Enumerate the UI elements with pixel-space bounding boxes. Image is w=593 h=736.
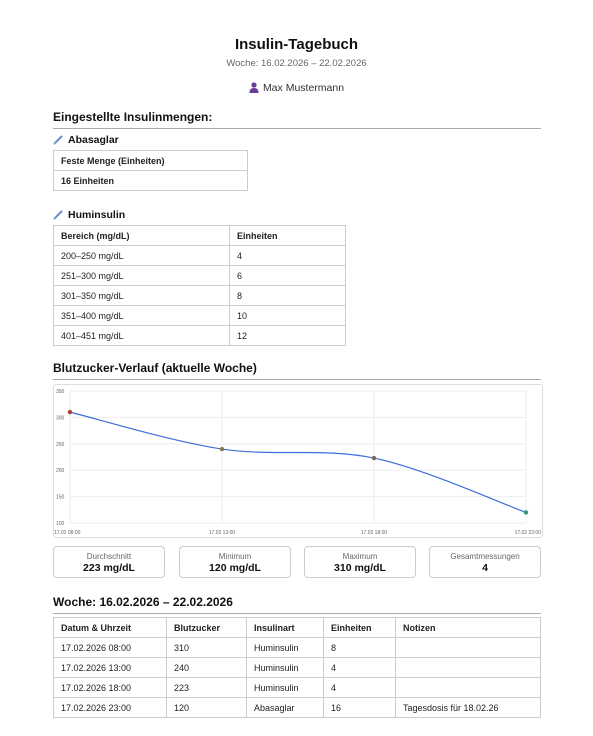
glucose-cell: 240 bbox=[166, 657, 247, 678]
units-cell: 12 bbox=[229, 325, 346, 346]
data-point bbox=[219, 446, 225, 452]
table-row: 17.02.2026 23:00 120 Abasaglar 16 Tagesd… bbox=[53, 697, 541, 718]
table-row: 200–250 mg/dL 4 bbox=[53, 245, 346, 266]
range-cell: 251–300 mg/dL bbox=[53, 265, 230, 286]
stat-card-maximum: Maximum 310 mg/dL bbox=[304, 546, 416, 578]
series-line bbox=[69, 411, 527, 514]
table-row: Feste Menge (Einheiten) bbox=[53, 150, 248, 171]
column-header: Einheiten bbox=[229, 225, 346, 246]
user-line: Max Mustermann bbox=[0, 82, 593, 94]
insulin-type-cell: Abasaglar bbox=[246, 697, 324, 718]
range-cell: 301–350 mg/dL bbox=[53, 285, 230, 306]
abasaglar-header: Feste Menge (Einheiten) bbox=[53, 150, 248, 171]
column-header: Einheiten bbox=[323, 617, 396, 638]
syringe-icon bbox=[53, 210, 63, 220]
syringe-icon bbox=[53, 135, 63, 145]
units-cell: 6 bbox=[229, 265, 346, 286]
units-cell: 16 bbox=[323, 697, 396, 718]
y-tick-label: 250 bbox=[56, 442, 65, 448]
x-tick-label: 17.02 13:00 bbox=[209, 530, 236, 536]
entries-table: Datum & Uhrzeit Blutzucker Insulinart Ei… bbox=[53, 617, 541, 718]
entries-heading: Woche: 16.02.2026 – 22.02.2026 bbox=[53, 595, 541, 614]
insulin-type-cell: Huminsulin bbox=[246, 657, 324, 678]
abasaglar-name: Abasaglar bbox=[68, 134, 119, 146]
range-cell: 351–400 mg/dL bbox=[53, 305, 230, 326]
stat-card-minimum: Minimum 120 mg/dL bbox=[179, 546, 291, 578]
datetime-cell: 17.02.2026 13:00 bbox=[53, 657, 167, 678]
stat-value: 120 mg/dL bbox=[209, 562, 261, 574]
y-tick-label: 100 bbox=[56, 521, 65, 527]
range-cell: 200–250 mg/dL bbox=[53, 245, 230, 266]
column-header: Bereich (mg/dL) bbox=[53, 225, 230, 246]
range-cell: 401–451 mg/dL bbox=[53, 325, 230, 346]
table-row: 17.02.2026 13:00 240 Huminsulin 4 bbox=[53, 657, 541, 678]
stat-label: Minimum bbox=[218, 552, 252, 561]
stat-label: Maximum bbox=[342, 552, 378, 561]
glucose-cell: 310 bbox=[166, 637, 247, 658]
glucose-cell: 120 bbox=[166, 697, 247, 718]
table-header-row: Bereich (mg/dL) Einheiten bbox=[53, 225, 346, 246]
column-header: Datum & Uhrzeit bbox=[53, 617, 167, 638]
abasaglar-table: Feste Menge (Einheiten) 16 Einheiten bbox=[53, 150, 248, 191]
notes-cell: Tagesdosis für 18.02.26 bbox=[395, 697, 541, 718]
stat-value: 223 mg/dL bbox=[83, 562, 135, 574]
data-point bbox=[523, 510, 529, 515]
week-range: Woche: 16.02.2026 – 22.02.2026 bbox=[226, 58, 367, 69]
table-row: 17.02.2026 18:00 223 Huminsulin 4 bbox=[53, 677, 541, 698]
chart-container: 100 150 200 250 300 350 17.02 08:00 17.02 13:00… bbox=[53, 384, 543, 538]
stat-label: Durchschnitt bbox=[86, 552, 132, 561]
datetime-cell: 17.02.2026 23:00 bbox=[53, 697, 167, 718]
notes-cell bbox=[395, 637, 541, 658]
table-header-row: Datum & Uhrzeit Blutzucker Insulinart Ei… bbox=[53, 617, 541, 638]
y-tick-label: 350 bbox=[56, 389, 65, 395]
units-cell: 4 bbox=[229, 245, 346, 266]
table-row: 301–350 mg/dL 8 bbox=[53, 285, 346, 306]
table-row: 17.02.2026 08:00 310 Huminsulin 8 bbox=[53, 637, 541, 658]
units-cell: 4 bbox=[323, 677, 396, 698]
y-tick-label: 300 bbox=[56, 415, 65, 421]
insulin-type-cell: Huminsulin bbox=[246, 677, 324, 698]
datetime-cell: 17.02.2026 08:00 bbox=[53, 637, 167, 658]
x-tick-label: 17.02 18:00 bbox=[361, 530, 388, 536]
column-header: Insulinart bbox=[246, 617, 324, 638]
column-header: Notizen bbox=[395, 617, 541, 638]
x-tick-label: 17.02 23:00 bbox=[515, 530, 542, 536]
abasaglar-heading: Abasaglar bbox=[53, 134, 119, 146]
data-point bbox=[371, 455, 377, 461]
notes-cell bbox=[395, 677, 541, 698]
datetime-cell: 17.02.2026 18:00 bbox=[53, 677, 167, 698]
glucose-cell: 223 bbox=[166, 677, 247, 698]
page-title: Insulin-Tagebuch bbox=[234, 36, 359, 53]
stat-card-average: Durchschnitt 223 mg/dL bbox=[53, 546, 165, 578]
settings-heading: Eingestellte Insulinmengen: bbox=[53, 110, 541, 129]
units-cell: 4 bbox=[323, 657, 396, 678]
huminsulin-heading: Huminsulin bbox=[53, 209, 125, 221]
units-cell: 8 bbox=[323, 637, 396, 658]
data-point bbox=[67, 409, 73, 415]
x-tick-label: 17.02 08:00 bbox=[54, 530, 81, 536]
user-name: Max Mustermann bbox=[262, 82, 345, 94]
huminsulin-table: Bereich (mg/dL) Einheiten 200–250 mg/dL … bbox=[53, 225, 346, 346]
table-row: 251–300 mg/dL 6 bbox=[53, 265, 346, 286]
notes-cell bbox=[395, 657, 541, 678]
stat-label: Gesamtmessungen bbox=[450, 552, 520, 561]
table-row: 351–400 mg/dL 10 bbox=[53, 305, 346, 326]
stat-card-total: Gesamtmessungen 4 bbox=[429, 546, 541, 578]
table-row: 16 Einheiten bbox=[53, 170, 248, 191]
units-cell: 8 bbox=[229, 285, 346, 306]
chart-heading: Blutzucker-Verlauf (aktuelle Woche) bbox=[53, 361, 541, 380]
y-tick-label: 200 bbox=[56, 468, 65, 474]
units-cell: 10 bbox=[229, 305, 346, 326]
abasaglar-value: 16 Einheiten bbox=[53, 170, 248, 191]
stat-value: 310 mg/dL bbox=[334, 562, 386, 574]
stat-value: 4 bbox=[482, 562, 488, 574]
huminsulin-name: Huminsulin bbox=[68, 209, 126, 221]
blood-sugar-chart: 100 150 200 250 300 350 17.02 08:00 17.02 13:00… bbox=[54, 389, 542, 536]
y-tick-label: 150 bbox=[56, 495, 65, 501]
insulin-type-cell: Huminsulin bbox=[246, 637, 324, 658]
table-row: 401–451 mg/dL 12 bbox=[53, 325, 346, 346]
column-header: Blutzucker bbox=[166, 617, 247, 638]
user-icon bbox=[249, 82, 259, 93]
